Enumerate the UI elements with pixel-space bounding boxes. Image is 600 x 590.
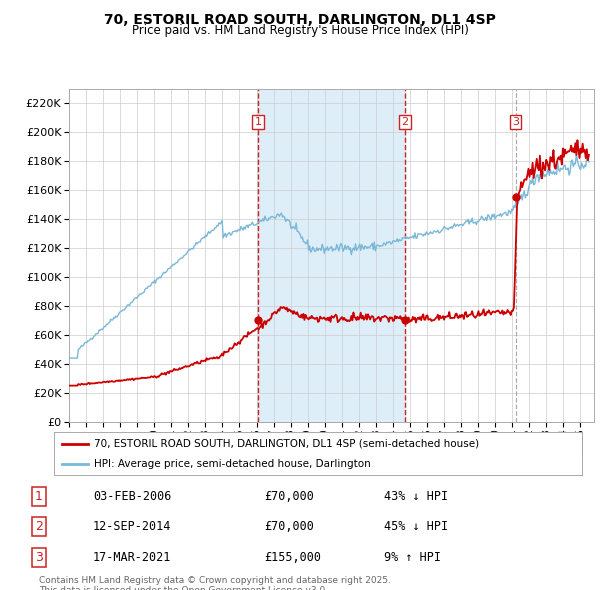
Text: 2: 2 xyxy=(35,520,43,533)
Text: 17-MAR-2021: 17-MAR-2021 xyxy=(93,551,172,564)
Text: £155,000: £155,000 xyxy=(264,551,321,564)
Text: 43% ↓ HPI: 43% ↓ HPI xyxy=(384,490,448,503)
Text: 1: 1 xyxy=(35,490,43,503)
Text: 3: 3 xyxy=(512,117,519,127)
Text: 2: 2 xyxy=(401,117,409,127)
Text: HPI: Average price, semi-detached house, Darlington: HPI: Average price, semi-detached house,… xyxy=(94,460,370,469)
Text: 9% ↑ HPI: 9% ↑ HPI xyxy=(384,551,441,564)
Text: £70,000: £70,000 xyxy=(264,490,314,503)
Text: 45% ↓ HPI: 45% ↓ HPI xyxy=(384,520,448,533)
Text: 3: 3 xyxy=(35,551,43,564)
Text: £70,000: £70,000 xyxy=(264,520,314,533)
Bar xyxy=(258,88,405,422)
Text: Price paid vs. HM Land Registry's House Price Index (HPI): Price paid vs. HM Land Registry's House … xyxy=(131,24,469,37)
Text: 70, ESTORIL ROAD SOUTH, DARLINGTON, DL1 4SP (semi-detached house): 70, ESTORIL ROAD SOUTH, DARLINGTON, DL1 … xyxy=(94,439,479,449)
Text: 12-SEP-2014: 12-SEP-2014 xyxy=(93,520,172,533)
Text: Contains HM Land Registry data © Crown copyright and database right 2025.
This d: Contains HM Land Registry data © Crown c… xyxy=(39,576,391,590)
Text: 1: 1 xyxy=(254,117,262,127)
Text: 03-FEB-2006: 03-FEB-2006 xyxy=(93,490,172,503)
Text: 70, ESTORIL ROAD SOUTH, DARLINGTON, DL1 4SP: 70, ESTORIL ROAD SOUTH, DARLINGTON, DL1 … xyxy=(104,13,496,27)
